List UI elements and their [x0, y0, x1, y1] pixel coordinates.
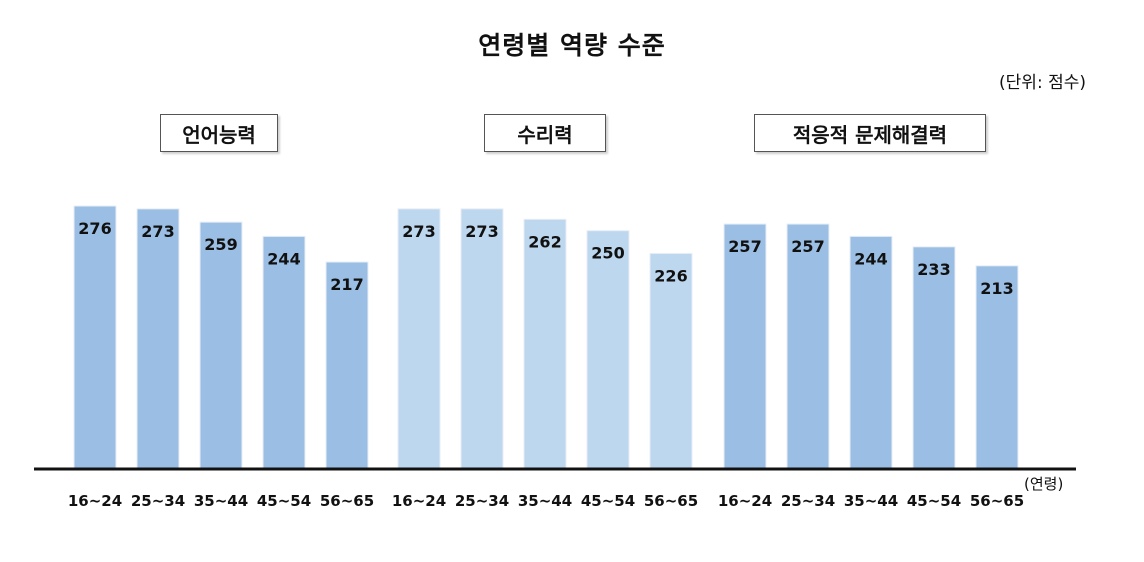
bar-0-2	[199, 221, 243, 469]
bar-value-label: 217	[330, 275, 363, 294]
x-tick-label: 16~24	[718, 492, 772, 510]
bar-0-0	[73, 205, 117, 469]
group-label-numeracy: 수리력	[484, 114, 606, 152]
x-axis-unit-label: (연령)	[1024, 475, 1064, 493]
bar-value-label: 273	[402, 222, 435, 241]
x-tick-label: 35~44	[518, 492, 572, 510]
x-tick-label: 25~34	[455, 492, 509, 510]
bar-value-label: 259	[204, 235, 237, 254]
x-tick-label: 16~24	[68, 492, 122, 510]
group-label-language: 언어능력	[160, 114, 278, 152]
x-tick-label: 56~65	[644, 492, 698, 510]
x-tick-label: 35~44	[844, 492, 898, 510]
x-tick-label: 45~54	[257, 492, 311, 510]
bar-0-3	[262, 235, 306, 469]
bar-1-4	[649, 252, 693, 469]
bar-1-1	[460, 208, 504, 469]
x-tick-label: 16~24	[392, 492, 446, 510]
bar-value-label: 257	[791, 237, 824, 256]
unit-label: (단위: 점수)	[999, 73, 1086, 93]
x-tick-label: 56~65	[320, 492, 374, 510]
bar-value-label: 244	[267, 249, 300, 268]
x-tick-label: 25~34	[781, 492, 835, 510]
x-tick-label: 35~44	[194, 492, 248, 510]
bar-2-1	[786, 223, 830, 469]
bar-value-label: 213	[980, 279, 1013, 298]
bar-0-1	[136, 208, 180, 469]
bar-value-label: 273	[141, 222, 174, 241]
bar-value-label: 226	[654, 266, 687, 285]
bar-value-label: 273	[465, 222, 498, 241]
bar-value-label: 250	[591, 244, 624, 263]
bar-2-3	[912, 246, 956, 469]
bar-value-label: 276	[78, 219, 111, 238]
bar-1-0	[397, 208, 441, 469]
bar-2-2	[849, 235, 893, 469]
bar-value-label: 262	[528, 232, 561, 251]
x-tick-label: 45~54	[581, 492, 635, 510]
x-tick-label: 56~65	[970, 492, 1024, 510]
bar-1-3	[586, 230, 630, 469]
x-tick-label: 45~54	[907, 492, 961, 510]
bar-1-2	[523, 218, 567, 469]
bar-value-label: 233	[917, 260, 950, 279]
bar-2-0	[723, 223, 767, 469]
group-label-problem-solving: 적응적 문제해결력	[754, 114, 986, 152]
chart-title: 연령별 역량 수준	[478, 31, 666, 60]
bar-value-label: 244	[854, 249, 887, 268]
bar-2-4	[975, 265, 1019, 469]
bar-0-4	[325, 261, 369, 469]
bar-value-label: 257	[728, 237, 761, 256]
x-tick-label: 25~34	[131, 492, 185, 510]
